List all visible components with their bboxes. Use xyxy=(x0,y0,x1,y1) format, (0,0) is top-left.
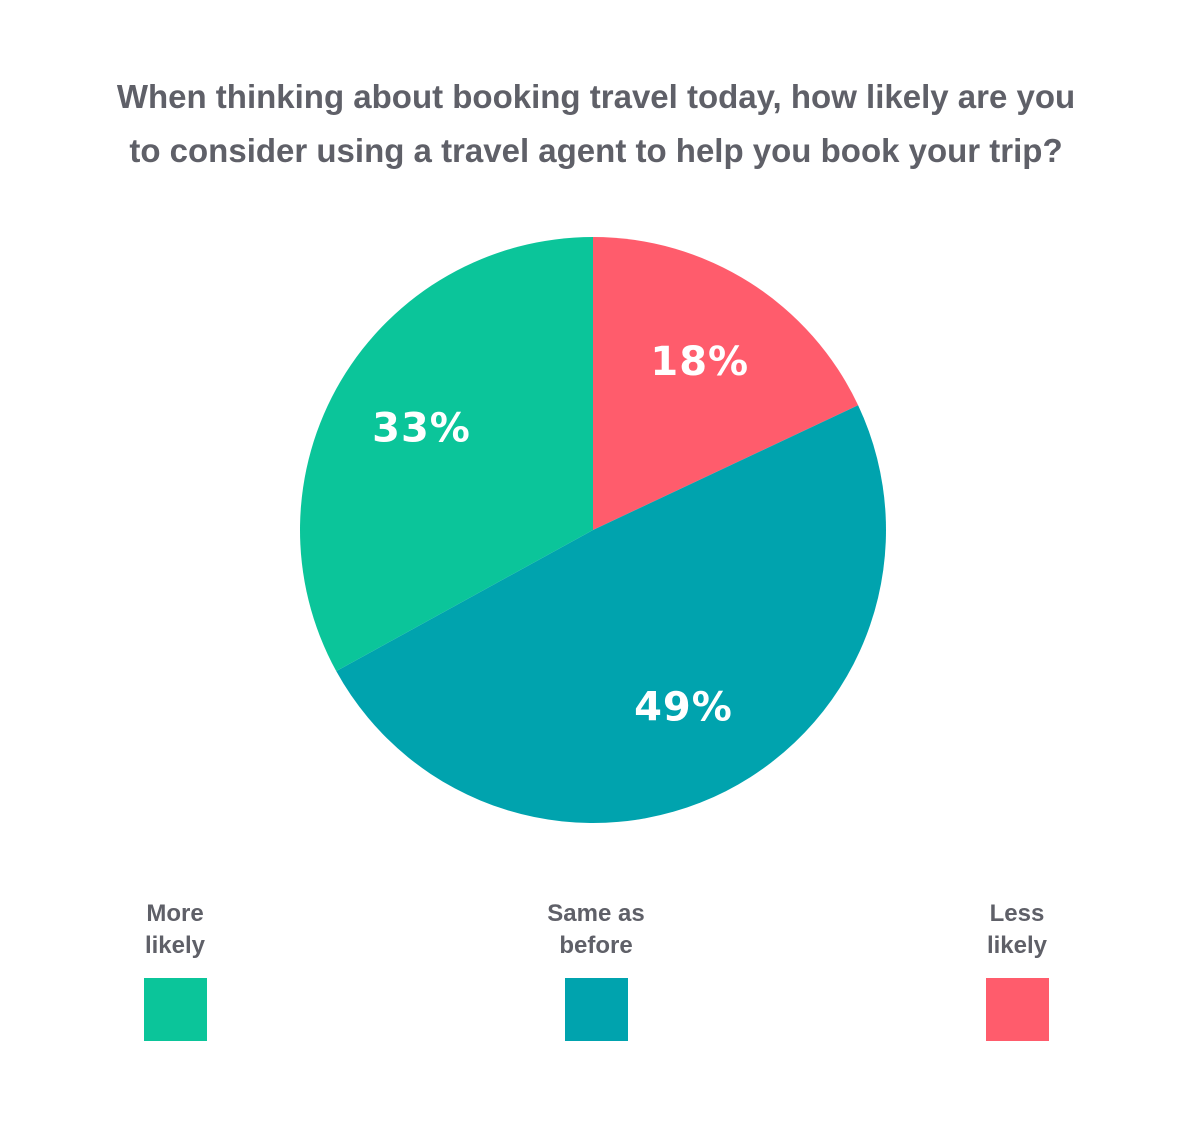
pie-labels: 18% 49% 33% xyxy=(372,339,749,731)
pie-slice-less-likely xyxy=(593,237,859,530)
legend-swatch-more-likely xyxy=(143,978,207,1041)
chart-title: When thinking about booking travel today… xyxy=(0,70,1192,178)
legend-item-same-as-before: Same as before xyxy=(496,898,696,1041)
legend-label-line-2: likely xyxy=(144,932,206,959)
legend-label-line-1: More xyxy=(146,900,204,927)
legend-label-less-likely: Less likely xyxy=(917,898,1117,962)
chart-title-line-2: to consider using a travel agent to help… xyxy=(129,132,1063,169)
pie-slices xyxy=(300,237,886,823)
legend-item-more-likely: More likely xyxy=(75,898,275,1041)
legend-swatch-less-likely xyxy=(985,978,1049,1041)
pie-label-less-likely: 18% xyxy=(650,339,749,385)
chart-title-line-1: When thinking about booking travel today… xyxy=(116,78,1076,115)
pie-label-more-likely: 33% xyxy=(372,406,471,452)
legend-label-line-1: Same as xyxy=(547,900,645,927)
pie-slice-same-as-before xyxy=(336,405,886,823)
legend-swatch-same-as-before xyxy=(564,978,628,1041)
pie-slice-more-likely xyxy=(300,237,593,672)
legend-item-less-likely: Less likely xyxy=(917,898,1117,1041)
legend-label-line-2: before xyxy=(559,932,633,959)
legend-label-more-likely: More likely xyxy=(75,898,275,962)
pie-label-same-as-before: 49% xyxy=(634,685,733,731)
legend-label-line-1: Less xyxy=(989,900,1045,927)
legend-label-same-as-before: Same as before xyxy=(496,898,696,962)
legend-label-line-2: likely xyxy=(986,932,1048,959)
